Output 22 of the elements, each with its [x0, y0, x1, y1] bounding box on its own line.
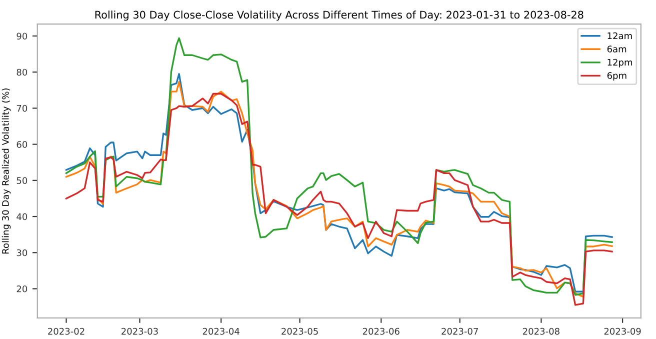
x-tick-label: 2023-04: [202, 328, 240, 335]
x-tick-label: 2023-07: [442, 328, 478, 335]
y-tick-label: 60: [16, 141, 28, 148]
legend-label: 12pm: [608, 58, 632, 68]
y-tick-label: 20: [16, 285, 28, 292]
y-tick-label: 40: [16, 213, 28, 220]
chart-title: Rolling 30 Day Close-Close Volatility Across Different Times of Day: 2023-01-31 to 2023-08-28: [95, 10, 584, 21]
x-tick-label: 2023-03: [122, 328, 158, 335]
legend-label: 6pm: [607, 72, 626, 81]
x-tick-label: 2023-06: [362, 328, 400, 335]
legend-label: 6am: [607, 46, 626, 52]
y-tick-label: 90: [16, 32, 28, 40]
x-tick-label: 2023-08: [523, 328, 560, 335]
y-tick-label: 70: [16, 104, 28, 112]
y-tick-label: 50: [16, 177, 28, 184]
x-tick-label: 2023-05: [282, 328, 318, 335]
x-tick-label: 2023-09: [604, 328, 641, 335]
y-axis-title: Rolling 30 Day Realized Volatility (%): [2, 88, 11, 254]
x-tick-label: 2023-02: [48, 328, 84, 335]
y-tick-label: 80: [16, 68, 28, 76]
legend-label: 12am: [608, 32, 632, 40]
y-tick-label: 30: [16, 249, 28, 256]
